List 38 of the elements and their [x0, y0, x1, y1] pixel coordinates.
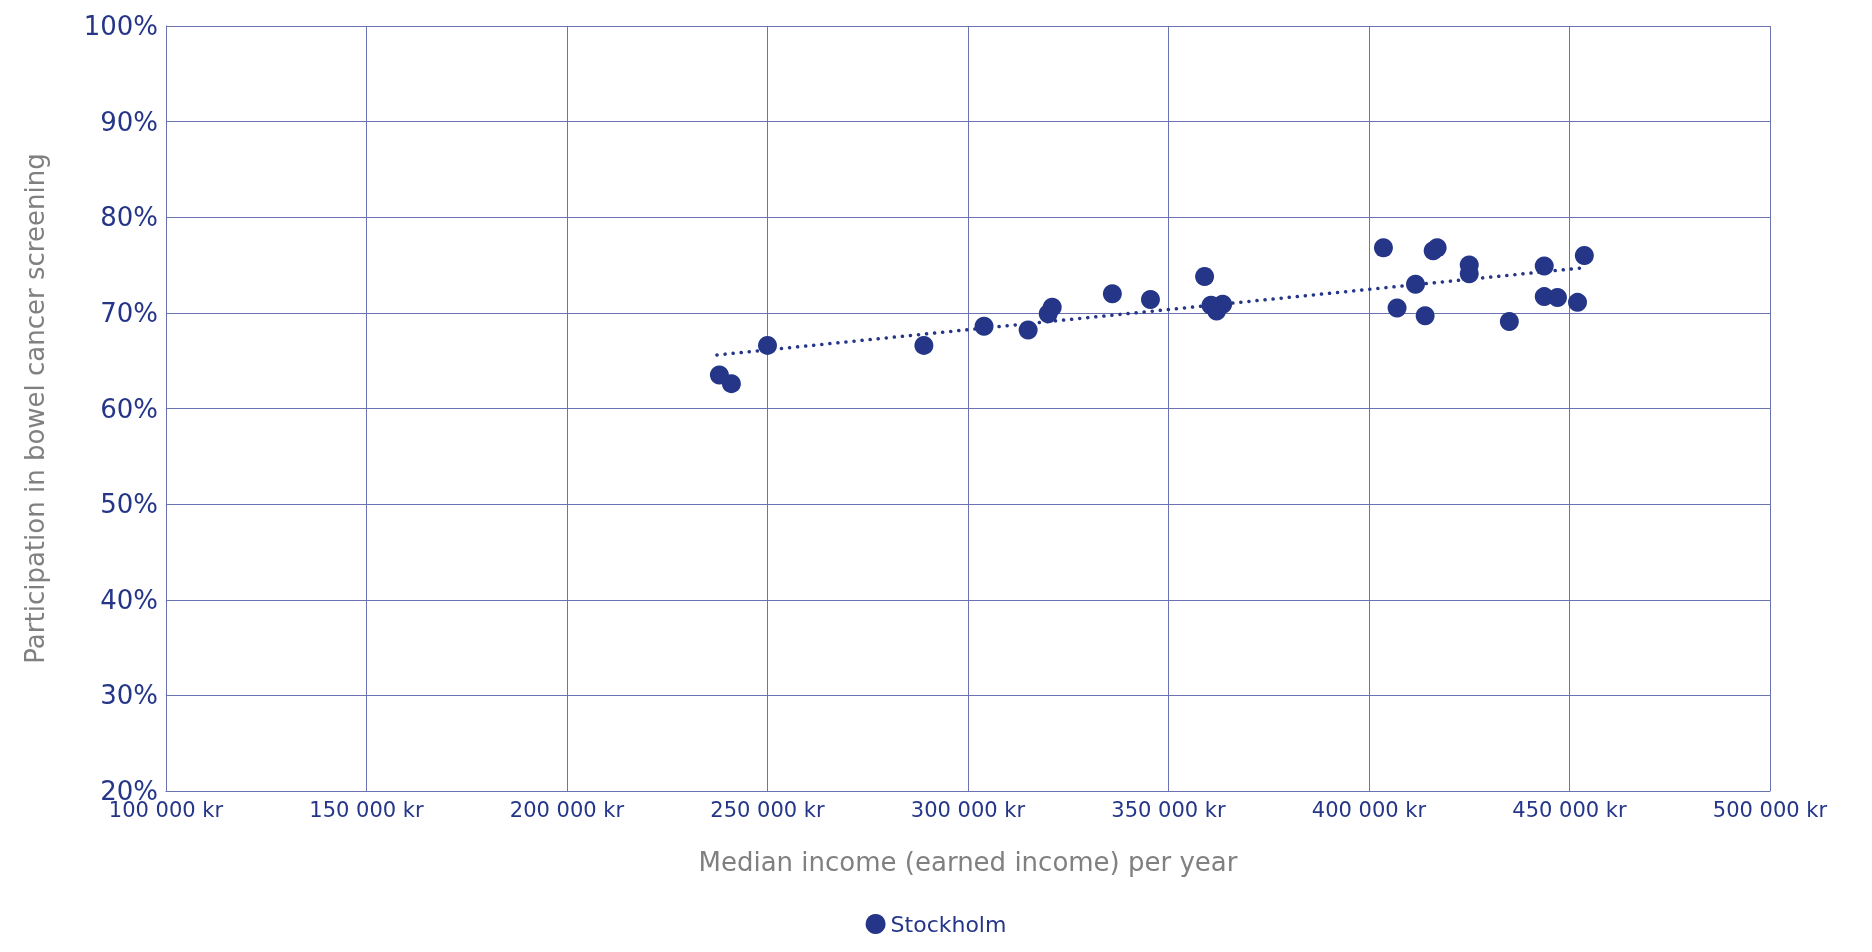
x-tick-label: 200 000 kr: [509, 797, 625, 822]
x-axis-title: Median income (earned income) per year: [698, 847, 1238, 877]
point: [1547, 288, 1567, 308]
point: [1373, 238, 1393, 258]
point: [1387, 298, 1407, 318]
point: [1140, 289, 1160, 309]
y-tick-label: 100%: [83, 11, 158, 41]
point: [1499, 311, 1519, 331]
point: [1195, 267, 1215, 287]
y-tick-label: 90%: [100, 106, 158, 137]
y-tick-label: 50%: [100, 489, 158, 520]
x-tick-label: 300 000 kr: [910, 797, 1026, 822]
point: [1102, 284, 1122, 304]
y-tick-label: 80%: [100, 202, 158, 233]
y-tick-label: 70%: [100, 297, 158, 328]
y-tick-label: 30%: [100, 680, 158, 711]
y-tick-label: 60%: [100, 393, 158, 424]
point: [914, 335, 934, 355]
point: [1406, 274, 1426, 294]
y-axis-title: Participation in bowel cancer screening: [20, 153, 50, 664]
point: [1042, 297, 1062, 317]
point: [1568, 292, 1588, 312]
x-tick-label: 450 000 kr: [1512, 797, 1628, 822]
y-tick-label: 40%: [100, 584, 158, 615]
point: [1213, 294, 1233, 314]
legend-label: Stockholm: [890, 911, 1007, 937]
point: [1534, 256, 1554, 276]
x-tick-label: 250 000 kr: [710, 797, 826, 822]
x-tick-label: 400 000 kr: [1311, 797, 1427, 822]
point: [974, 316, 994, 336]
x-tick-label: 500 000 kr: [1712, 797, 1828, 822]
point: [1415, 306, 1435, 326]
point: [758, 335, 777, 355]
point: [1574, 246, 1594, 265]
point: [1018, 320, 1038, 340]
point: [721, 374, 741, 394]
x-tick-label: 350 000 kr: [1111, 797, 1227, 822]
x-tick-label: 150 000 kr: [309, 797, 425, 822]
